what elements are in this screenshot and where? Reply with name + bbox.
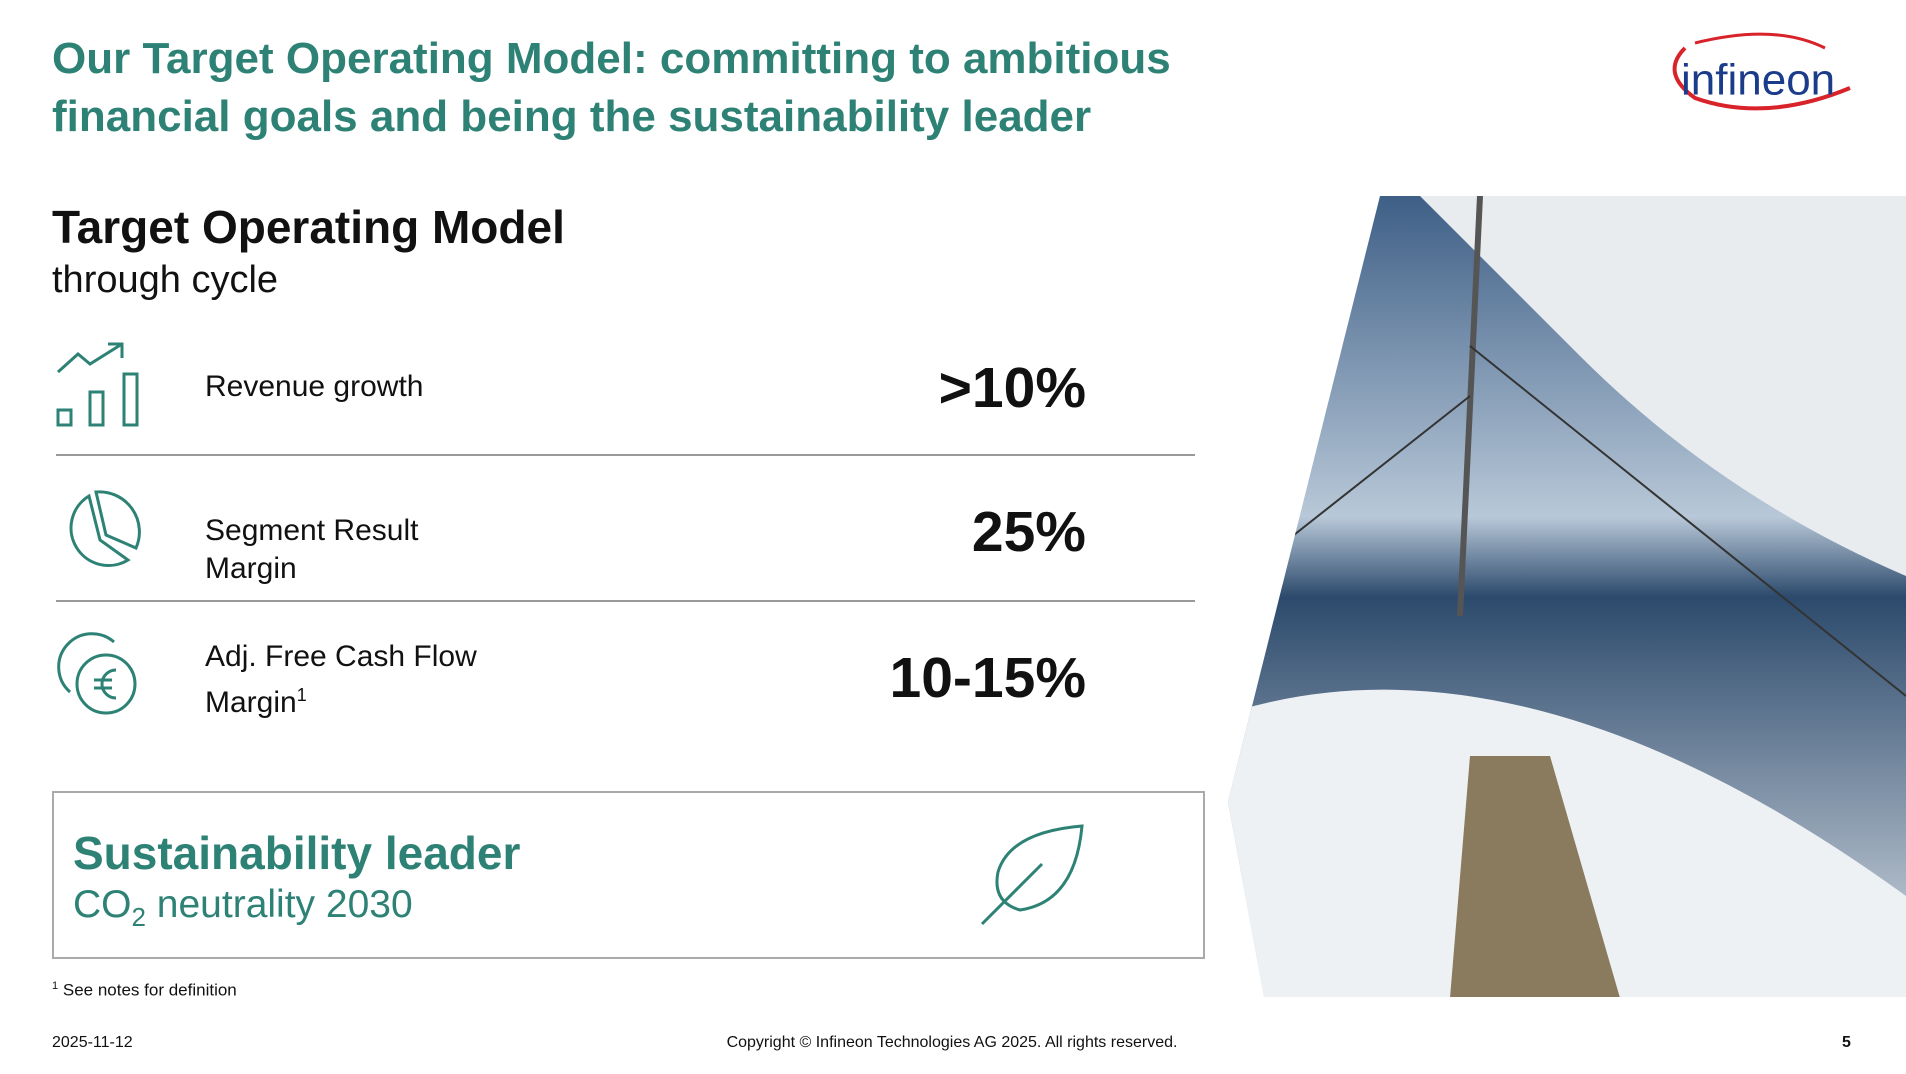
text: CO xyxy=(73,883,132,926)
metric-label: Revenue growth xyxy=(205,370,424,403)
metric-value: 10-15% xyxy=(889,646,1086,710)
cash-icon xyxy=(57,632,137,715)
label-text: Adj. Free Cash Flow Margin xyxy=(205,640,477,719)
footer-date: 2025-11-12 xyxy=(52,1034,133,1051)
page-number: 5 xyxy=(1842,1034,1851,1051)
sustainability-box xyxy=(52,791,1205,959)
section-subtitle: through cycle xyxy=(52,259,279,301)
footnote: 1 See notes for definition xyxy=(52,980,237,1001)
sailboat-photo xyxy=(1228,196,1906,997)
divider xyxy=(56,454,1195,456)
footnote-text: See notes for definition xyxy=(62,980,237,1000)
footer-copyright: Copyright © Infineon Technologies AG 202… xyxy=(726,1034,1178,1051)
text: neutrality 2030 xyxy=(145,883,413,926)
divider xyxy=(56,600,1195,602)
logo: infineon xyxy=(1672,32,1851,111)
sustainability-title: Sustainability leader xyxy=(73,827,521,879)
leaf-icon xyxy=(980,824,1084,926)
metric-value: 25% xyxy=(971,500,1086,564)
metric-value: >10% xyxy=(938,356,1086,420)
logo-text: infineon xyxy=(1681,56,1835,105)
metric-label: Adj. Free Cash Flow Margin1 xyxy=(205,638,485,722)
section-title: Target Operating Model xyxy=(52,201,565,253)
pie-icon xyxy=(69,490,141,567)
footnote-mark: 1 xyxy=(52,980,59,992)
sustainability-subtitle: CO2 neutrality 2030 xyxy=(73,883,413,933)
metric-label: Segment Result Margin xyxy=(205,514,419,585)
subscript: 2 xyxy=(131,901,146,932)
growth-icon xyxy=(56,342,139,427)
footnote-mark: 1 xyxy=(296,685,307,705)
slide-title: Our Target Operating Model: committing t… xyxy=(52,34,1171,141)
